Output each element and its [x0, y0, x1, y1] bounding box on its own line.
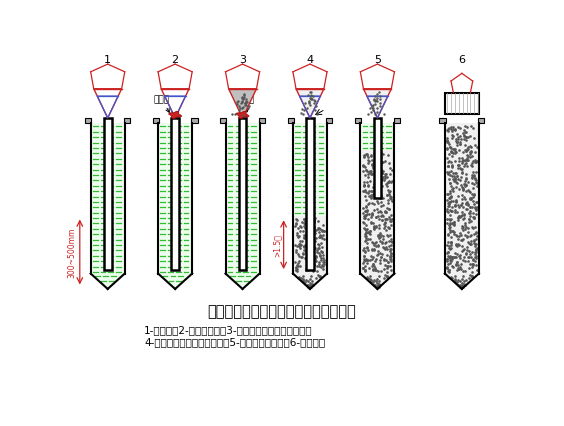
- Text: 1-下导管；2-放置封口板；3-在灌注漏斗中装入混凝土；: 1-下导管；2-放置封口板；3-在灌注漏斗中装入混凝土；: [144, 324, 313, 334]
- Text: 300~500mm: 300~500mm: [68, 227, 77, 277]
- Text: 导管法灌注水下混凝土的全过程示意图: 导管法灌注水下混凝土的全过程示意图: [207, 303, 356, 318]
- Bar: [239, 119, 246, 270]
- Bar: [394, 119, 400, 124]
- Polygon shape: [228, 89, 257, 119]
- Bar: [226, 124, 259, 274]
- Polygon shape: [91, 274, 124, 289]
- Bar: [439, 119, 446, 124]
- Text: 1: 1: [104, 55, 111, 65]
- Bar: [478, 119, 484, 124]
- Bar: [171, 119, 179, 270]
- Bar: [220, 119, 226, 124]
- Text: 4: 4: [306, 55, 314, 65]
- Polygon shape: [226, 274, 259, 289]
- Polygon shape: [294, 274, 326, 289]
- Text: 2: 2: [171, 55, 179, 65]
- Polygon shape: [361, 274, 394, 289]
- Polygon shape: [159, 274, 191, 289]
- Text: 封口板: 封口板: [239, 95, 255, 112]
- Text: 6: 6: [459, 55, 465, 65]
- Bar: [153, 119, 159, 124]
- Bar: [326, 119, 332, 124]
- Text: 3: 3: [239, 55, 246, 65]
- Bar: [294, 216, 326, 274]
- Bar: [288, 119, 294, 124]
- Bar: [191, 119, 197, 124]
- Polygon shape: [169, 112, 182, 119]
- Bar: [294, 124, 326, 216]
- Text: 5: 5: [374, 55, 381, 65]
- Text: >1.5米: >1.5米: [272, 234, 281, 256]
- Bar: [373, 119, 381, 199]
- Bar: [361, 124, 394, 151]
- Bar: [124, 119, 130, 124]
- Bar: [306, 119, 314, 270]
- Polygon shape: [363, 89, 391, 119]
- Polygon shape: [445, 274, 479, 289]
- Bar: [445, 93, 479, 115]
- Bar: [445, 124, 479, 274]
- Bar: [259, 119, 265, 124]
- Text: 4-起抜封口板，初灌混凝土；5-连续灌注混凝土；6-起抜护筒: 4-起抜封口板，初灌混凝土；5-连续灌注混凝土；6-起抜护筒: [144, 337, 325, 346]
- Bar: [159, 124, 191, 274]
- Text: 封口板: 封口板: [153, 95, 170, 113]
- Bar: [361, 151, 394, 274]
- Bar: [104, 119, 112, 270]
- Bar: [355, 119, 361, 124]
- Bar: [91, 124, 124, 274]
- Bar: [85, 119, 91, 124]
- Polygon shape: [296, 89, 324, 119]
- Polygon shape: [236, 112, 249, 119]
